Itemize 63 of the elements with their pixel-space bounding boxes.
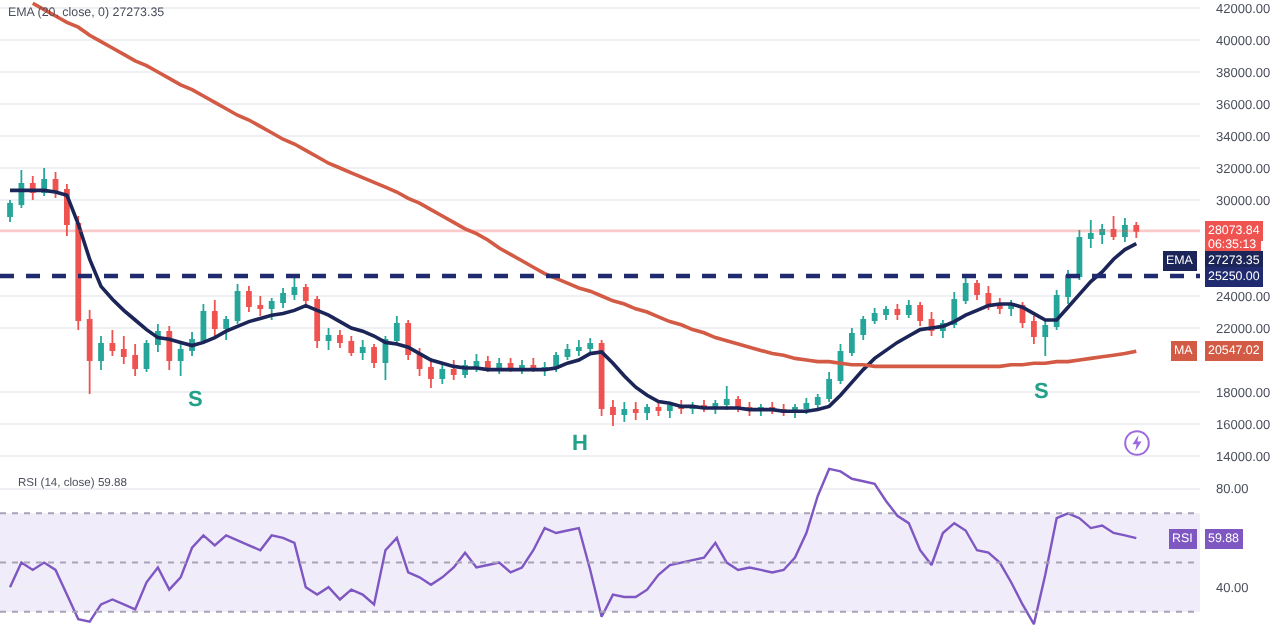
annotation: H (572, 432, 588, 456)
candlestick (894, 303, 901, 321)
candlestick (484, 355, 491, 373)
candlestick (644, 403, 650, 421)
candlestick (291, 277, 298, 301)
candlestick (280, 287, 286, 309)
line-series (8, 467, 1138, 626)
candlestick (1031, 315, 1037, 345)
candlestick (428, 357, 434, 389)
candlestick (666, 401, 673, 419)
candlestick (268, 297, 275, 321)
candlestick (359, 339, 366, 361)
candlestick (860, 315, 867, 341)
candlestick (393, 315, 400, 345)
candlestick (109, 329, 116, 357)
candlestick (974, 279, 980, 301)
candlestick (723, 385, 730, 411)
line-series (8, 188, 1139, 413)
candlestick (302, 283, 309, 309)
candlestick (1133, 221, 1140, 239)
candlestick (803, 397, 810, 415)
candlestick (439, 363, 446, 385)
candlestick (450, 359, 457, 381)
candlestick (962, 273, 969, 305)
annotation: S (1034, 380, 1049, 404)
candlestick (621, 401, 628, 423)
candlestick (871, 307, 878, 325)
candlestick (211, 299, 218, 337)
candlestick (246, 285, 252, 313)
candlestick (1122, 217, 1128, 243)
candlestick (519, 359, 525, 375)
candlestick (1008, 299, 1015, 317)
candlestick (496, 357, 503, 375)
candlestick (1065, 269, 1071, 305)
candlestick (86, 309, 93, 395)
candlestick (632, 401, 639, 421)
candlestick (814, 393, 821, 411)
annotation: S (188, 388, 203, 412)
candlestick (120, 335, 127, 365)
candlestick (177, 343, 184, 377)
candlestick (337, 329, 343, 349)
candlestick (325, 327, 332, 351)
candlestick (1087, 219, 1094, 249)
candlestick (587, 337, 594, 355)
candlestick (75, 215, 82, 331)
candlestick (905, 299, 912, 319)
candlestick (98, 335, 104, 371)
candlestick (371, 343, 377, 369)
candlestick (610, 399, 616, 427)
candlestick (314, 295, 321, 349)
candlestick (223, 315, 230, 341)
candlestick (575, 339, 582, 357)
candlestick (1099, 223, 1106, 245)
candlestick (826, 371, 833, 403)
candlestick (132, 343, 139, 377)
candlestick (348, 335, 355, 357)
candlestick (7, 199, 13, 223)
candlestick (1042, 319, 1049, 357)
candlestick (848, 327, 855, 357)
candlestick (883, 305, 889, 321)
candlestick (1110, 215, 1117, 241)
candlestick (257, 295, 264, 317)
candlestick (917, 301, 924, 327)
